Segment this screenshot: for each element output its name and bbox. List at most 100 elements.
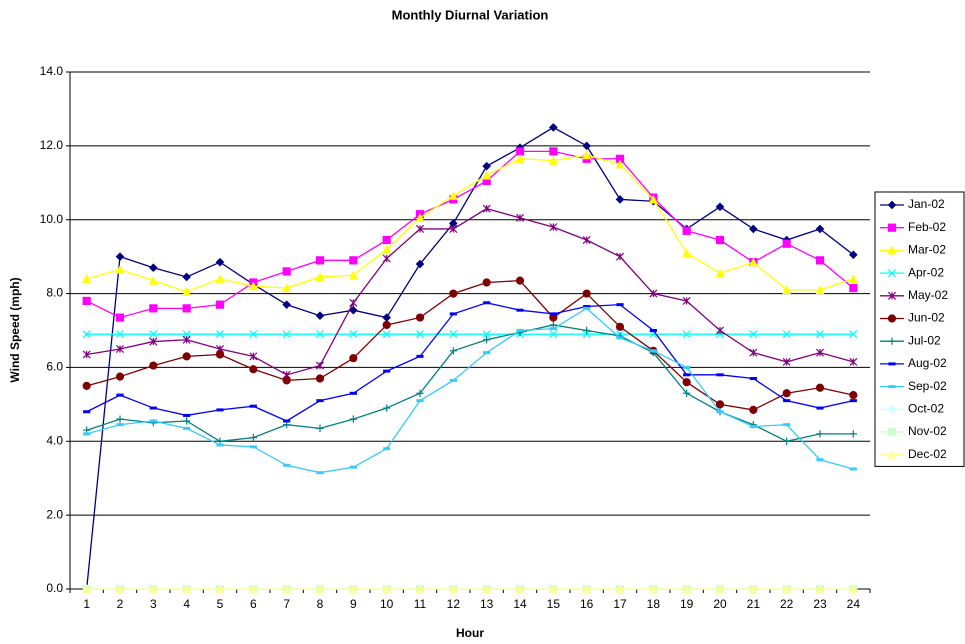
marker [215, 350, 225, 359]
marker [583, 304, 591, 308]
marker [82, 584, 92, 594]
marker [549, 330, 558, 339]
marker [648, 194, 658, 204]
legend-label: Apr-02 [908, 265, 944, 279]
marker [716, 373, 724, 377]
y-tick-label: 14.0 [40, 64, 64, 78]
marker [115, 264, 125, 274]
marker [216, 443, 224, 447]
marker [483, 336, 491, 344]
x-tick-label: 15 [547, 597, 561, 611]
marker [115, 584, 125, 594]
series [83, 321, 857, 445]
marker [315, 272, 325, 282]
marker [283, 419, 291, 423]
marker [615, 584, 625, 594]
marker [816, 406, 824, 410]
marker [887, 404, 897, 414]
legend-label: May-02 [908, 288, 948, 302]
marker [849, 399, 857, 403]
marker [349, 391, 357, 395]
legend-label: Aug-02 [908, 356, 947, 370]
marker [887, 291, 897, 300]
marker [149, 330, 158, 339]
marker [215, 274, 225, 283]
legend-label: Jan-02 [908, 197, 945, 211]
marker [782, 389, 791, 398]
y-tick-label: 12.0 [40, 138, 64, 152]
marker [683, 365, 691, 369]
legend-label: Oct-02 [908, 401, 944, 415]
marker [315, 256, 325, 265]
marker [283, 463, 291, 467]
x-tick-label: 6 [250, 597, 257, 611]
marker [583, 306, 591, 310]
marker [315, 311, 325, 321]
series [82, 123, 858, 594]
marker [249, 433, 257, 442]
marker [315, 584, 325, 594]
marker [215, 300, 225, 309]
marker [383, 404, 391, 412]
marker [483, 351, 491, 355]
marker [249, 404, 257, 408]
marker [716, 410, 724, 414]
marker [515, 584, 525, 594]
marker [215, 330, 225, 339]
marker [649, 349, 657, 353]
marker [516, 329, 524, 332]
x-tick-label: 16 [580, 597, 594, 611]
x-tick-label: 9 [350, 597, 357, 611]
series-line [86, 154, 854, 293]
marker [82, 350, 91, 359]
marker [216, 408, 224, 412]
marker [682, 584, 692, 594]
marker [682, 248, 692, 258]
marker [116, 415, 124, 423]
marker [783, 399, 791, 403]
marker [582, 330, 591, 339]
marker [582, 150, 592, 160]
marker [887, 223, 897, 232]
marker [382, 330, 391, 339]
marker [515, 276, 525, 285]
marker [148, 584, 158, 594]
x-tick-label: 14 [513, 597, 527, 611]
marker [582, 236, 591, 245]
marker [782, 285, 792, 294]
marker [715, 202, 725, 212]
marker [715, 235, 725, 245]
marker [116, 393, 124, 397]
marker [616, 303, 624, 307]
marker [415, 330, 425, 339]
marker [249, 365, 258, 374]
marker [582, 584, 592, 594]
marker [449, 289, 458, 298]
marker [215, 584, 225, 594]
marker [782, 330, 791, 339]
marker [582, 141, 591, 151]
marker [682, 330, 691, 339]
x-tick-label: 20 [713, 597, 727, 611]
marker [749, 377, 757, 381]
marker [115, 330, 125, 339]
marker [482, 170, 492, 180]
legend-label: Dec-02 [908, 447, 947, 461]
marker [415, 584, 425, 594]
marker [449, 330, 458, 339]
marker [848, 274, 858, 283]
marker [816, 458, 824, 462]
marker [887, 245, 897, 255]
x-tick-label: 13 [480, 597, 494, 611]
marker [83, 432, 91, 436]
marker [615, 159, 625, 169]
marker [282, 300, 291, 309]
marker [715, 268, 725, 278]
legend-box [874, 191, 965, 467]
marker [449, 347, 457, 355]
x-tick-label: 11 [414, 597, 427, 611]
marker [848, 584, 858, 594]
marker [315, 361, 325, 370]
marker [748, 257, 758, 267]
marker [887, 449, 897, 459]
